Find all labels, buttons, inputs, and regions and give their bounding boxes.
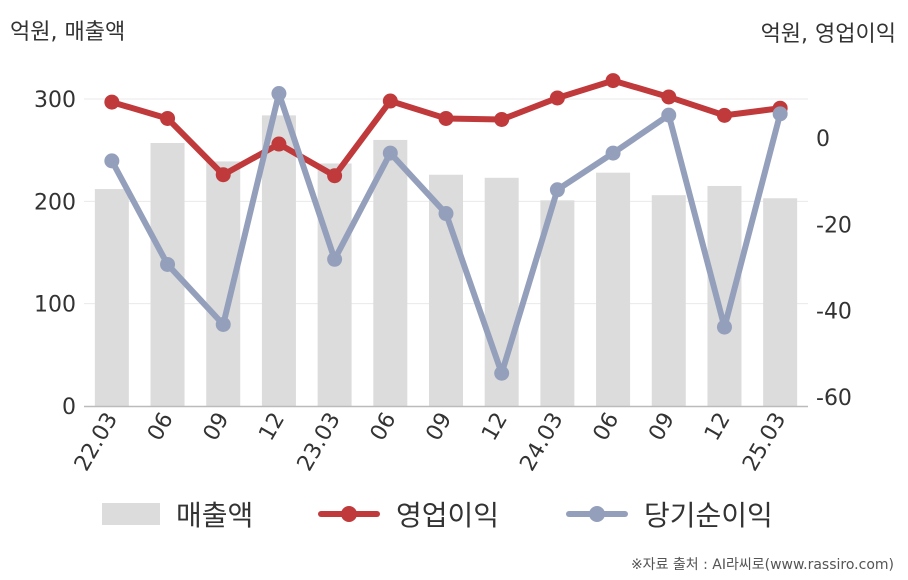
right-axis-unit: 억원, 영업이익 <box>760 22 896 47</box>
y-left-tick-label: 0 <box>62 395 76 420</box>
sales-bar <box>596 172 631 406</box>
operating-profit-point <box>716 107 732 123</box>
sales-bar <box>373 139 408 406</box>
operating-profit-series <box>104 73 788 184</box>
net-income-point <box>438 206 454 222</box>
legend-label-sales: 매출액 <box>176 499 254 532</box>
x-tick-label: 23.03 <box>293 409 346 476</box>
x-tick-label: 06 <box>589 409 625 446</box>
x-axis-ticks: 22.03 06 09 12 23.03 06 09 12 24.03 06 09 12 25.03 <box>70 409 791 476</box>
y-axis-left: 0 100 200 300 <box>34 88 76 420</box>
y-left-tick-label: 200 <box>34 190 76 215</box>
operating-profit-point <box>215 167 231 183</box>
legend-item-operating: 영업이익 <box>318 492 499 536</box>
legend: 매출액 영업이익 당기순이익 <box>0 492 908 536</box>
legend-label-operating: 영업이익 <box>396 499 500 532</box>
x-tick-label: 06 <box>366 409 402 446</box>
legend-swatch-operating <box>318 503 380 525</box>
x-tick-label: 09 <box>422 409 458 446</box>
y-right-tick-label: 0 <box>816 127 830 152</box>
x-tick-label: 09 <box>644 409 680 446</box>
y-left-tick-label: 300 <box>34 88 76 113</box>
sales-bar <box>94 189 129 406</box>
operating-profit-point <box>160 110 176 126</box>
net-income-point <box>215 316 231 332</box>
x-tick-label: 24.03 <box>515 409 568 476</box>
legend-item-net: 당기순이익 <box>566 492 773 536</box>
x-tick-label: 12 <box>477 409 513 446</box>
x-tick-label: 12 <box>254 409 290 446</box>
sales-bar <box>261 115 296 406</box>
legend-item-sales: 매출액 <box>102 492 253 536</box>
legend-swatch-net <box>566 503 628 525</box>
operating-profit-point <box>494 111 510 127</box>
y-right-tick-label: -40 <box>816 300 852 325</box>
net-income-point <box>494 365 510 381</box>
net-income-point <box>104 153 120 169</box>
source-note: ※자료 출처 : AI라씨로(www.rassiro.com) <box>630 557 894 573</box>
legend-swatch-sales <box>102 503 160 525</box>
operating-profit-point <box>271 136 287 152</box>
left-axis-unit: 억원, 매출액 <box>10 20 126 45</box>
x-tick-label: 12 <box>700 409 736 446</box>
y-left-tick-label: 100 <box>34 293 76 318</box>
net-income-point <box>661 107 677 123</box>
operating-profit-point <box>661 89 677 105</box>
sales-bars <box>94 115 798 406</box>
operating-profit-point <box>438 110 454 126</box>
net-income-point <box>271 86 287 102</box>
operating-profit-point <box>104 94 120 110</box>
x-tick-label: 09 <box>199 409 235 446</box>
operating-profit-point <box>382 93 398 109</box>
operating-profit-point <box>327 168 343 184</box>
net-income-point <box>772 106 788 122</box>
net-income-point <box>716 319 732 335</box>
y-axis-right: -60 -40 -20 0 <box>816 127 852 411</box>
y-right-tick-label: -60 <box>816 386 852 411</box>
x-tick-label: 25.03 <box>738 409 791 476</box>
sales-bar <box>317 163 352 406</box>
net-income-point <box>160 256 176 272</box>
y-right-tick-label: -20 <box>816 213 852 238</box>
net-income-point <box>382 145 398 161</box>
x-tick-label: 06 <box>143 409 179 446</box>
x-tick-label: 22.03 <box>70 409 123 476</box>
net-income-series <box>104 86 788 381</box>
sales-bar <box>651 195 686 406</box>
operating-profit-point <box>605 73 621 89</box>
net-income-point <box>549 182 565 198</box>
net-income-point <box>327 251 343 267</box>
sales-bar <box>707 185 742 406</box>
sales-bar <box>763 198 798 406</box>
legend-label-net: 당기순이익 <box>644 499 773 532</box>
net-income-point <box>605 145 621 161</box>
operating-profit-point <box>549 90 565 106</box>
